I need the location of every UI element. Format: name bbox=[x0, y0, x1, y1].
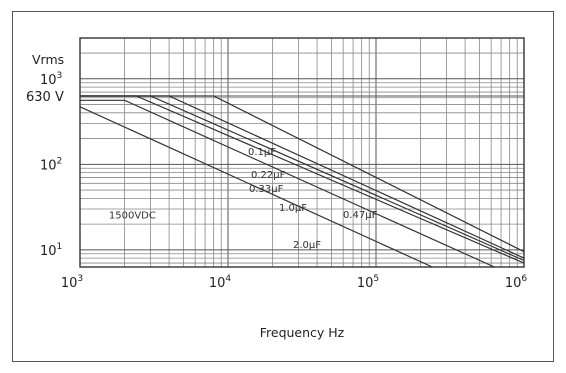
series-label: 2.0µF bbox=[293, 240, 321, 251]
x-tick-label: 104 bbox=[209, 274, 232, 291]
plot-frame bbox=[79, 37, 525, 268]
grid bbox=[79, 37, 524, 267]
series-line-047 bbox=[80, 95, 525, 264]
x-tick-label: 106 bbox=[505, 274, 528, 291]
x-tick-label: 103 bbox=[61, 274, 83, 291]
tick-labels: 103 104 105 106 101 102 103 bbox=[40, 71, 527, 291]
y-tick-label: 102 bbox=[40, 156, 62, 173]
x-axis-label: Frequency Hz bbox=[260, 325, 345, 340]
y-axis-label: Vrms bbox=[32, 52, 64, 67]
series-label: 0.47µF bbox=[343, 210, 378, 221]
series-line-01 bbox=[80, 95, 525, 253]
series-layer bbox=[79, 95, 525, 268]
series-labels: 0.1µF 0.22µF 0.33µF 0.47µF 1.0µF 2.0µF bbox=[248, 147, 378, 251]
series-line-10 bbox=[80, 99, 495, 268]
annotation-1500vdc: 1500VDC bbox=[109, 210, 156, 221]
y-tick-label: 103 bbox=[40, 71, 62, 88]
y-tick-label: 101 bbox=[40, 242, 62, 259]
series-label: 0.22µF bbox=[251, 170, 286, 181]
series-label: 0.1µF bbox=[248, 147, 276, 158]
series-label: 0.33µF bbox=[249, 184, 284, 195]
series-line-033 bbox=[80, 95, 525, 262]
series-label: 1.0µF bbox=[279, 203, 307, 214]
chart-figure: 0.1µF 0.22µF 0.33µF 0.47µF 1.0µF 2.0µF 103 104… bbox=[12, 11, 554, 362]
chart-svg: 0.1µF 0.22µF 0.33µF 0.47µF 1.0µF 2.0µF 103 104… bbox=[26, 37, 527, 340]
y-tick-label-630v: 630 V bbox=[26, 90, 64, 105]
series-line-20 bbox=[79, 106, 433, 268]
x-tick-label: 105 bbox=[357, 274, 379, 291]
